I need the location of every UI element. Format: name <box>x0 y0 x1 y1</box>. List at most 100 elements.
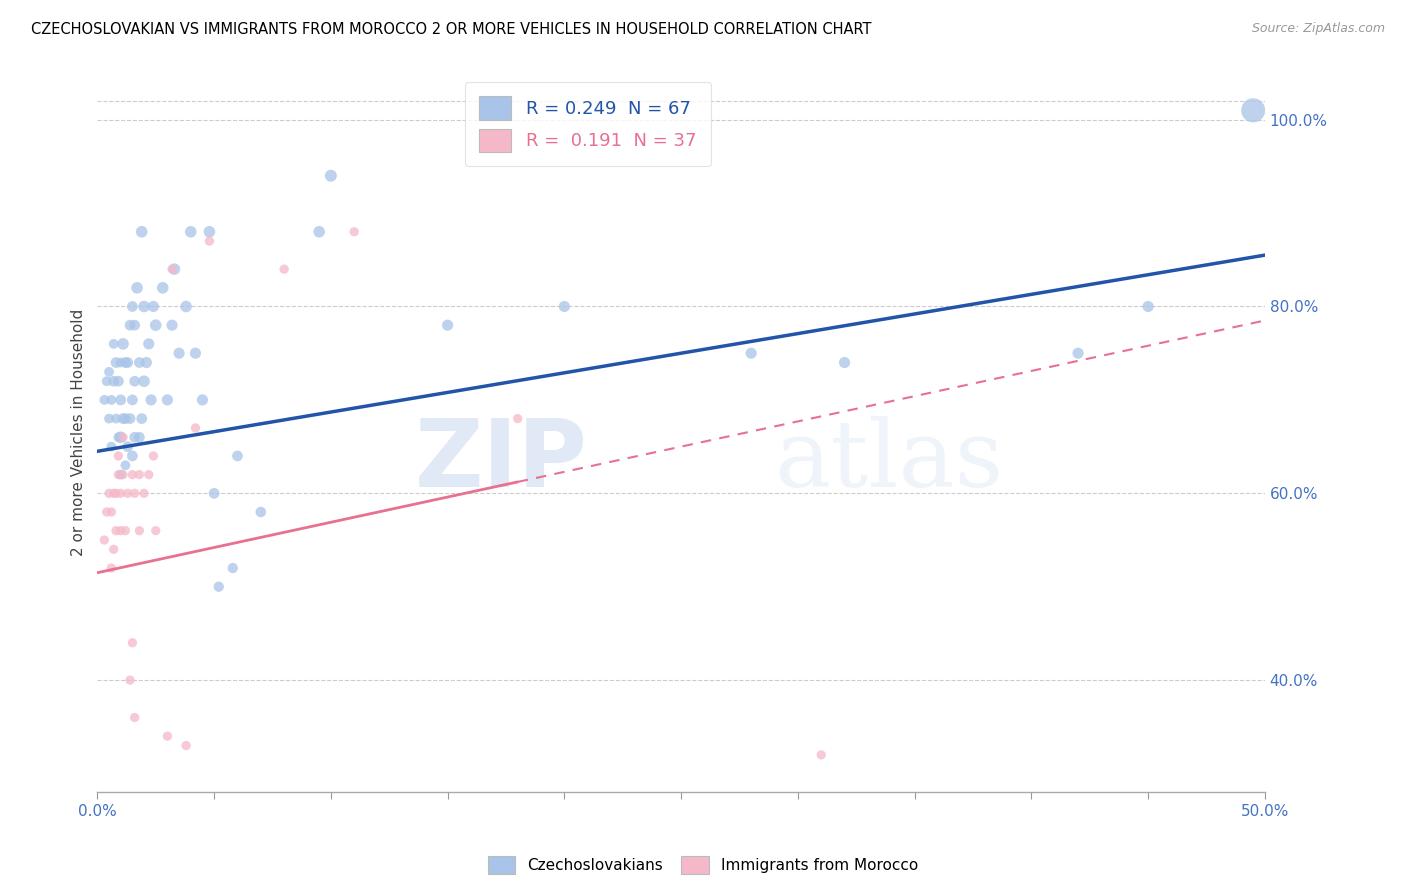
Point <box>138 467 160 482</box>
Point <box>103 542 125 557</box>
Point <box>308 225 330 239</box>
Point <box>145 524 167 538</box>
Point <box>319 169 342 183</box>
Point <box>110 486 132 500</box>
Point <box>117 355 139 369</box>
Point <box>273 262 295 277</box>
Point <box>553 300 575 314</box>
Point <box>100 440 122 454</box>
Text: CZECHOSLOVAKIAN VS IMMIGRANTS FROM MOROCCO 2 OR MORE VEHICLES IN HOUSEHOLD CORRE: CZECHOSLOVAKIAN VS IMMIGRANTS FROM MOROC… <box>31 22 872 37</box>
Point <box>139 392 162 407</box>
Point <box>131 225 153 239</box>
Point <box>124 486 146 500</box>
Point <box>100 392 122 407</box>
Point <box>124 430 146 444</box>
Point <box>105 355 128 369</box>
Point <box>167 346 190 360</box>
Point <box>132 486 155 500</box>
Point <box>103 336 125 351</box>
Point <box>114 411 136 425</box>
Point <box>132 300 155 314</box>
Point <box>100 505 122 519</box>
Point <box>174 300 197 314</box>
Point <box>105 524 128 538</box>
Point <box>110 430 132 444</box>
Point <box>222 561 245 575</box>
Point <box>110 524 132 538</box>
Point <box>105 411 128 425</box>
Point <box>1067 346 1090 360</box>
Point <box>93 392 115 407</box>
Point <box>96 374 118 388</box>
Point <box>107 449 129 463</box>
Point <box>226 449 249 463</box>
Point <box>506 411 529 425</box>
Point <box>124 374 146 388</box>
Point <box>96 505 118 519</box>
Point <box>128 524 150 538</box>
Point <box>98 486 121 500</box>
Point <box>110 392 132 407</box>
Point <box>118 411 141 425</box>
Point <box>184 346 207 360</box>
Legend: Czechoslovakians, Immigrants from Morocco: Czechoslovakians, Immigrants from Morocc… <box>481 850 925 880</box>
Point <box>436 318 458 333</box>
Point <box>834 355 856 369</box>
Point <box>152 281 174 295</box>
Point <box>142 449 165 463</box>
Point <box>128 467 150 482</box>
Point <box>112 467 135 482</box>
Point <box>118 673 141 687</box>
Point <box>114 355 136 369</box>
Point <box>160 318 183 333</box>
Point <box>103 486 125 500</box>
Point <box>124 710 146 724</box>
Point <box>107 430 129 444</box>
Point <box>128 355 150 369</box>
Text: Source: ZipAtlas.com: Source: ZipAtlas.com <box>1251 22 1385 36</box>
Point <box>110 467 132 482</box>
Point <box>202 486 225 500</box>
Point <box>740 346 762 360</box>
Point <box>112 336 135 351</box>
Point <box>117 440 139 454</box>
Point <box>174 739 197 753</box>
Text: atlas: atlas <box>775 417 1004 507</box>
Point <box>810 747 832 762</box>
Point <box>249 505 271 519</box>
Point <box>124 318 146 333</box>
Point <box>114 458 136 473</box>
Y-axis label: 2 or more Vehicles in Household: 2 or more Vehicles in Household <box>72 309 86 557</box>
Point <box>107 467 129 482</box>
Point <box>163 262 186 277</box>
Legend: R = 0.249  N = 67, R =  0.191  N = 37: R = 0.249 N = 67, R = 0.191 N = 37 <box>464 82 711 166</box>
Point <box>107 374 129 388</box>
Point <box>118 318 141 333</box>
Point <box>98 411 121 425</box>
Point <box>142 300 165 314</box>
Point <box>131 411 153 425</box>
Point <box>98 365 121 379</box>
Point <box>198 234 221 248</box>
Point <box>145 318 167 333</box>
Point <box>138 336 160 351</box>
Point <box>156 392 179 407</box>
Point <box>1241 103 1264 118</box>
Point <box>128 430 150 444</box>
Point <box>110 355 132 369</box>
Point <box>121 467 143 482</box>
Point <box>121 300 143 314</box>
Point <box>135 355 157 369</box>
Point <box>160 262 183 277</box>
Point <box>105 486 128 500</box>
Point <box>103 374 125 388</box>
Point <box>180 225 202 239</box>
Point <box>121 449 143 463</box>
Point <box>343 225 366 239</box>
Point <box>117 486 139 500</box>
Point <box>1137 300 1160 314</box>
Point <box>132 374 155 388</box>
Point <box>100 561 122 575</box>
Point <box>156 729 179 743</box>
Point <box>184 421 207 435</box>
